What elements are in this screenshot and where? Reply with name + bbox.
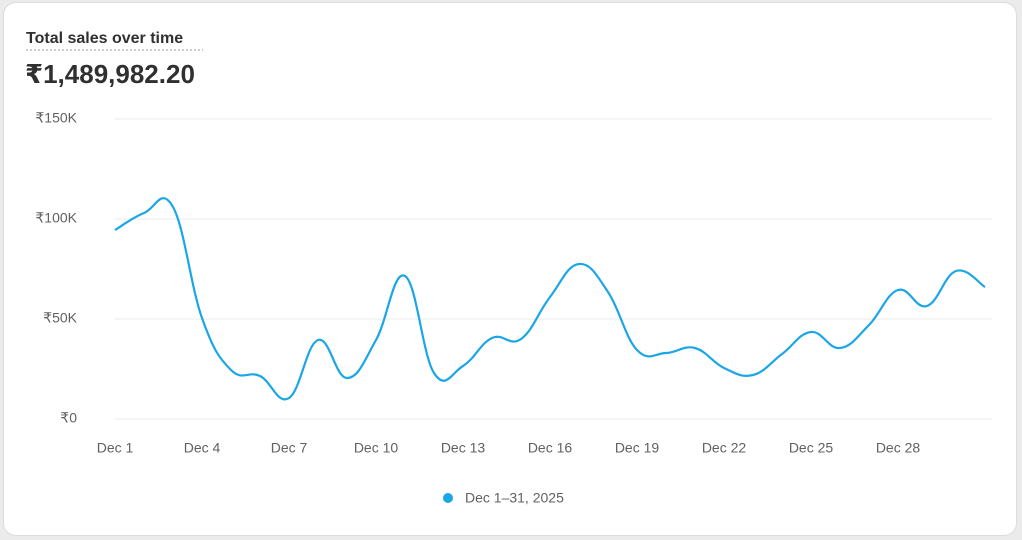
- card: [4, 3, 1016, 535]
- chart-title[interactable]: Total sales over time: [26, 30, 183, 47]
- total-value: ₹1,489,982.20: [25, 59, 195, 89]
- x-tick-label: Dec 22: [702, 440, 747, 456]
- y-tick-label: ₹150K: [35, 110, 77, 126]
- x-tick-label: Dec 28: [876, 440, 921, 456]
- y-tick-label: ₹50K: [43, 310, 77, 326]
- x-tick-label: Dec 1: [97, 440, 134, 456]
- legend-marker: [443, 493, 453, 503]
- x-tick-label: Dec 19: [615, 440, 660, 456]
- x-tick-label: Dec 25: [789, 440, 834, 456]
- x-tick-label: Dec 13: [441, 440, 486, 456]
- series-line: [114, 197, 986, 401]
- x-tick-label: Dec 4: [184, 440, 221, 456]
- x-tick-label: Dec 16: [528, 440, 573, 456]
- x-tick-label: Dec 7: [271, 440, 308, 456]
- y-tick-label: ₹0: [60, 410, 77, 426]
- legend-label: Dec 1–31, 2025: [465, 490, 564, 506]
- x-tick-label: Dec 10: [354, 440, 399, 456]
- y-tick-label: ₹100K: [35, 210, 77, 226]
